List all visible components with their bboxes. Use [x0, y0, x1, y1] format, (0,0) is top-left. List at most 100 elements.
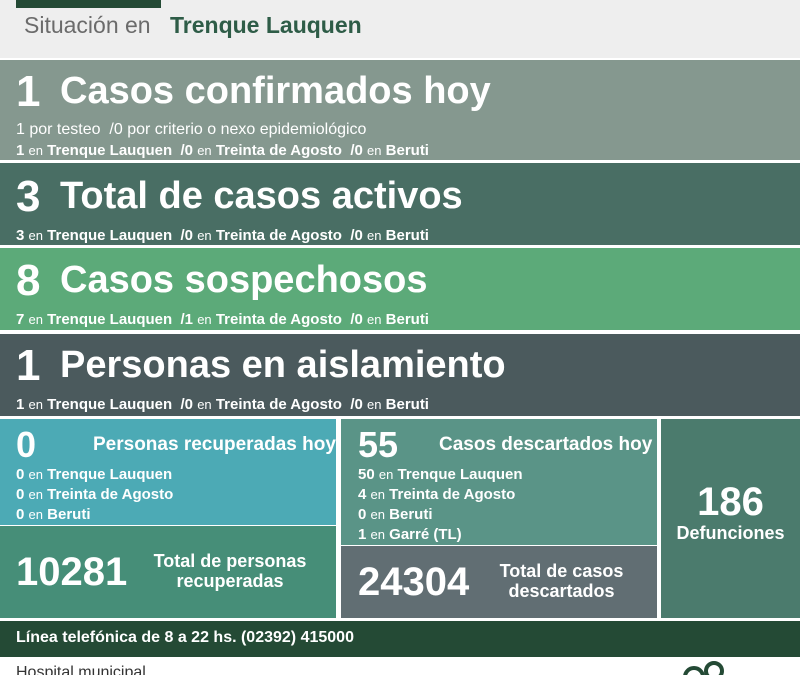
be-label: Beruti: [385, 311, 429, 328]
en-label: en: [197, 312, 212, 327]
header-bar: [0, 0, 800, 58]
header-accent: [16, 0, 161, 8]
recuperados-title: Personas recuperadas hoy: [93, 434, 336, 455]
recuperados-be-line: 0 en Beruti: [16, 506, 91, 523]
sospechosos-title: Casos sospechosos: [60, 259, 428, 301]
phone-bar: [0, 621, 800, 657]
en-label: en: [28, 312, 43, 327]
criterio-count: /0: [109, 121, 123, 138]
descartados-title: Casos descartados hoy: [439, 434, 653, 455]
en-label: en: [28, 228, 43, 243]
be-label: Beruti: [389, 506, 433, 523]
activos-number: 3: [16, 172, 41, 221]
activos-location-line: 3 en Trenque Lauquen /0 en Treinta de Ag…: [16, 227, 429, 244]
tl-count: 7: [16, 311, 25, 328]
recuperados-number: 0: [16, 424, 37, 465]
en-label: en: [28, 397, 43, 412]
recuperados-box: [0, 419, 336, 525]
defunciones-label: Defunciones: [676, 523, 785, 543]
confirmados-number: 1: [16, 67, 41, 116]
tl-count: 0: [16, 466, 25, 483]
descartados-total-box: [341, 546, 657, 618]
descartados-total: 24304: [358, 560, 470, 604]
en-label: en: [367, 228, 382, 243]
testeo-count: 1: [16, 121, 25, 138]
tl-count: 50: [358, 466, 375, 483]
en-label: en: [370, 527, 385, 542]
municipal-logo-icon: [683, 661, 724, 675]
be-count: /0: [350, 227, 363, 244]
ta-label: Treinta de Agosto: [215, 311, 342, 328]
tl-count: 1: [16, 396, 25, 413]
footer-text: Hospital municipal: [16, 664, 146, 675]
en-label: en: [28, 143, 43, 158]
en-label: en: [28, 467, 43, 482]
en-label: en: [197, 143, 212, 158]
descartados-be-line: 0 en Beruti: [358, 506, 433, 523]
descartados-ga-line: 1 en Garré (TL): [358, 526, 462, 543]
sospechosos-panel: [0, 248, 800, 330]
descartados-total-label-line2: descartados: [508, 581, 615, 601]
phone-text: Línea telefónica de 8 a 22 hs. (02392) 4…: [16, 629, 354, 646]
be-count: /0: [350, 142, 363, 159]
en-label: en: [370, 487, 385, 502]
ta-count: /0: [180, 396, 194, 413]
descartados-tl-line: 50 en Trenque Lauquen: [358, 466, 523, 483]
en-label: en: [370, 507, 385, 522]
header-city: Trenque Lauquen: [170, 12, 362, 38]
sospechosos-location-line: 7 en Trenque Lauquen /1 en Treinta de Ag…: [16, 311, 429, 328]
ga-count: 1: [358, 526, 367, 543]
confirmados-panel: [0, 60, 800, 160]
en-label: en: [197, 397, 212, 412]
recuperados-total: 10281: [16, 550, 128, 594]
descartados-ta-line: 4 en Treinta de Agosto: [358, 486, 515, 503]
recuperados-total-label: Total de personas recuperadas: [150, 551, 310, 591]
be-count: 0: [16, 506, 25, 523]
descartados-total-label-line1: Total de casos: [499, 561, 624, 581]
ta-label: Treinta de Agosto: [389, 486, 516, 503]
be-label: Beruti: [385, 142, 429, 159]
en-label: en: [367, 397, 382, 412]
descartados-number: 55: [358, 424, 399, 465]
recuperados-total-box: [0, 526, 336, 618]
tl-label: Trenque Lauquen: [47, 396, 173, 413]
aislamiento-number: 1: [16, 341, 41, 390]
en-label: en: [28, 487, 43, 502]
tl-count: 1: [16, 142, 25, 159]
activos-panel: [0, 163, 800, 245]
recuperados-tl-line: 0 en Trenque Lauquen: [16, 466, 172, 483]
defunciones-number: 186: [697, 480, 764, 524]
en-label: en: [28, 507, 43, 522]
descartados-total-label: Total de casos descartados: [484, 561, 639, 601]
confirmados-testeo-line: 1 por testeo /0 por criterio o nexo epid…: [16, 121, 366, 139]
ta-label: Treinta de Agosto: [215, 227, 342, 244]
recuperados-ta-line: 0 en Treinta de Agosto: [16, 486, 173, 503]
ta-label: Treinta de Agosto: [215, 142, 342, 159]
tl-label: Trenque Lauquen: [47, 142, 173, 159]
header-prefix: Situación en: [24, 12, 151, 38]
en-label: en: [367, 143, 382, 158]
en-label: en: [378, 467, 394, 482]
aislamiento-location-line: 1 en Trenque Lauquen /0 en Treinta de Ag…: [16, 396, 429, 413]
be-label: Beruti: [385, 227, 429, 244]
tl-label: Trenque Lauquen: [47, 466, 173, 483]
activos-title: Total de casos activos: [60, 175, 463, 217]
be-label: Beruti: [385, 396, 429, 413]
tl-count: 3: [16, 227, 25, 244]
en-label: en: [367, 312, 382, 327]
ta-label: Treinta de Agosto: [47, 486, 174, 503]
tl-label: Trenque Lauquen: [397, 466, 523, 483]
ta-count: /0: [180, 227, 194, 244]
confirmados-location-line: 1 en Trenque Lauquen /0 en Treinta de Ag…: [16, 142, 429, 159]
be-label: Beruti: [47, 506, 91, 523]
testeo-label: por testeo: [29, 121, 101, 138]
defunciones-box: [661, 419, 800, 618]
be-count: /0: [350, 311, 363, 328]
tl-label: Trenque Lauquen: [47, 227, 173, 244]
ta-count: 0: [16, 486, 25, 503]
ga-label: Garré (TL): [389, 526, 462, 543]
criterio-label: por criterio o nexo epidemiológico: [127, 121, 367, 138]
ta-count: /1: [180, 311, 194, 328]
ta-count: 4: [358, 486, 367, 503]
tl-label: Trenque Lauquen: [47, 311, 173, 328]
